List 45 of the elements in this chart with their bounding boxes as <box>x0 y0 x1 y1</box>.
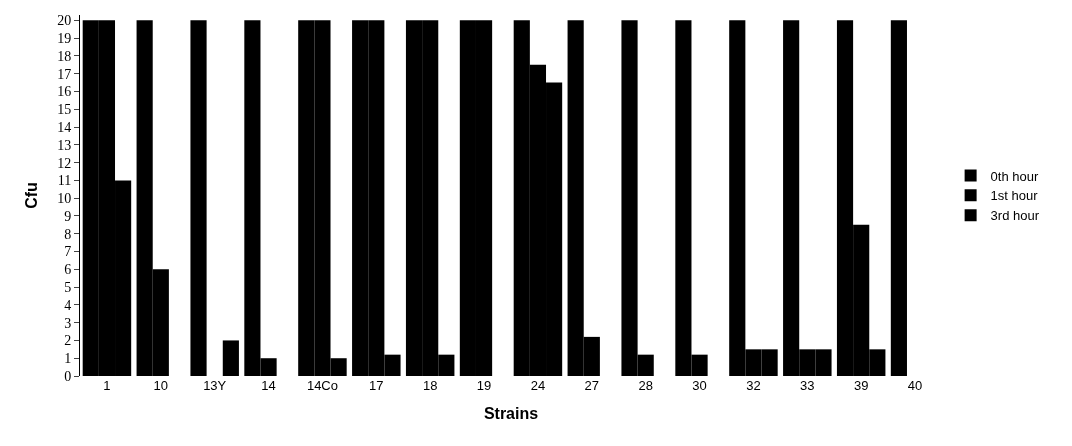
x-tick-label: 17 <box>369 378 384 393</box>
y-tick-label: 16 <box>57 84 72 100</box>
x-tick-label: 14 <box>261 378 276 393</box>
x-tick-label: 19 <box>476 378 492 393</box>
y-tick-label: 7 <box>64 244 72 260</box>
y-tick-label: 3 <box>64 315 72 331</box>
y-tick-label: 14 <box>57 119 72 135</box>
y-tick-label: 1 <box>64 351 72 367</box>
y-tick-label: 11 <box>57 173 72 189</box>
y-tick-label: 8 <box>64 226 72 242</box>
x-tick-label: 27 <box>584 378 600 393</box>
x-tick-label: 39 <box>853 378 869 393</box>
bar <box>222 340 239 376</box>
x-tick-label: 28 <box>638 378 653 393</box>
y-tick-label: 2 <box>64 333 72 349</box>
x-tick-label: 40 <box>907 378 923 393</box>
x-tick-label: 33 <box>800 378 815 393</box>
y-tick-label: 18 <box>57 48 72 64</box>
y-tick-label: 15 <box>57 102 72 118</box>
y-tick-label: 20 <box>57 13 72 29</box>
x-tick-label: 13Y <box>203 378 227 393</box>
y-tick-label: 6 <box>64 262 72 278</box>
y-tick-label: 13 <box>57 137 72 153</box>
legend-label: 0th hour <box>990 168 1039 184</box>
x-tick-label: 14Co <box>306 378 338 393</box>
bar <box>190 20 207 376</box>
legend-label: 3rd hour <box>990 208 1040 224</box>
y-tick-label: 0 <box>64 368 72 384</box>
x-tick-label: 10 <box>153 378 169 393</box>
x-axis-title: Strains <box>483 404 539 422</box>
x-tick-label: 32 <box>746 378 761 393</box>
y-tick-label: 12 <box>57 155 72 171</box>
x-tick-label: 30 <box>692 378 707 393</box>
y-axis-title: Cfu <box>23 182 41 209</box>
legend-label: 1st hour <box>990 188 1039 204</box>
x-tick-label: 18 <box>422 378 438 393</box>
x-tick-label: 1 <box>103 378 111 393</box>
y-tick-label: 9 <box>64 208 72 224</box>
y-tick-label: 5 <box>64 279 72 295</box>
x-tick-label: 24 <box>530 378 546 393</box>
y-tick-label: 17 <box>57 66 72 82</box>
y-tick-label: 4 <box>64 297 72 313</box>
y-tick-label: 19 <box>57 31 72 47</box>
bar <box>890 20 907 376</box>
y-tick-label: 10 <box>57 191 72 207</box>
